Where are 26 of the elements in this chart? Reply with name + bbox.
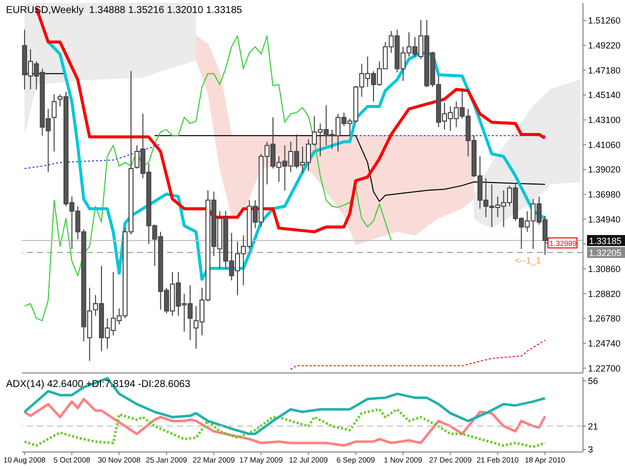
y-tick-label: 21 [588, 421, 598, 432]
y-tick-label: 1.51260 [588, 16, 621, 26]
y-tick-label: 1.22700 [588, 363, 621, 374]
y-tick-label: 1.41060 [588, 140, 621, 150]
y-tick-label: 1.39020 [588, 164, 621, 175]
y-tick-label: 1.49220 [588, 40, 621, 51]
y-tick-label: 1.43100 [588, 115, 621, 126]
y-tick-label: 1.24740 [588, 338, 621, 348]
candlestick [52, 94, 57, 152]
line-series [290, 340, 546, 370]
y-tick-label: 1.47180 [588, 65, 621, 76]
y-tick-label: 1.26780 [588, 314, 621, 324]
y-tick-label: 1.30860 [588, 264, 621, 274]
line-series [24, 35, 392, 322]
y-tick-label: 1.36980 [588, 190, 621, 200]
y-tick-label: 1.28820 [588, 288, 621, 299]
line-series [23, 398, 546, 447]
ref-line-label: 1.32205 [589, 248, 622, 258]
y-tick-label: 1.45140 [588, 90, 621, 100]
y-tick-label: 3 [588, 444, 594, 455]
line-series [23, 408, 546, 448]
y-tick-label: 1.34940 [588, 214, 621, 224]
ref-line-label: 1.33185 [589, 236, 622, 246]
line-series [154, 135, 546, 202]
y-tick-label: 56 [588, 376, 598, 386]
annotation: <--1_1 [514, 255, 541, 266]
